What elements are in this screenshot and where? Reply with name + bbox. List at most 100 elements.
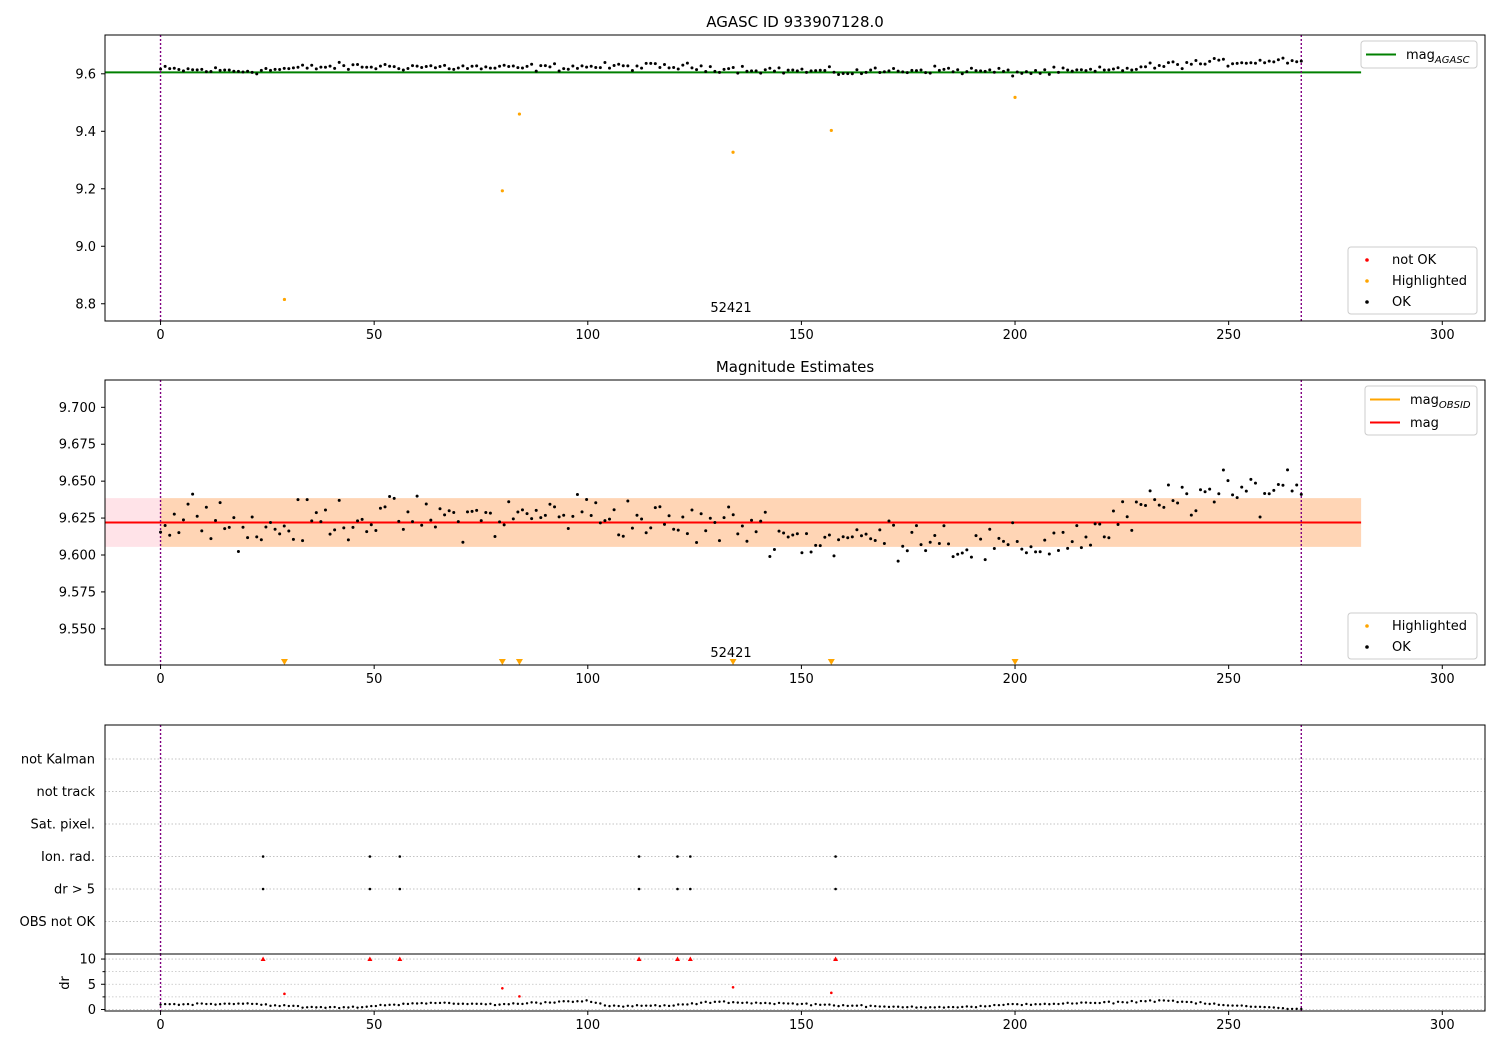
ok-point: [992, 546, 996, 550]
ok-point: [1079, 546, 1083, 550]
ok-point: [1052, 1002, 1056, 1006]
y-tick-label: 9.700: [59, 401, 96, 416]
ok-point: [1011, 521, 1015, 525]
ok-point: [484, 1003, 488, 1006]
ok-point: [750, 518, 754, 522]
panel-agasc-title: AGASC ID 933907128.0: [706, 13, 884, 31]
ok-point: [594, 1001, 597, 1004]
panel-dr: 0 50 100 150 200 250 300 0 5 10 dr: [58, 953, 1486, 1033]
not-ok-point: [518, 995, 521, 998]
ok-point: [709, 1001, 712, 1005]
ok-point: [965, 1005, 969, 1008]
ok-point: [630, 526, 634, 530]
ok-point: [896, 1005, 900, 1008]
ok-point: [855, 1004, 859, 1007]
ok-point: [1024, 70, 1028, 74]
ok-point: [1125, 1001, 1129, 1004]
ok-point: [415, 64, 419, 68]
ok-point: [960, 72, 964, 76]
ok-point: [480, 1002, 483, 1006]
ok-point: [259, 68, 263, 72]
ok-point: [942, 1006, 946, 1009]
ok-point: [1061, 530, 1065, 534]
ok-point: [942, 67, 946, 71]
panel-agasc-axes: 0 50 100 150 200 250 300 8.8 9.0 9.2 9.4 9.6: [75, 67, 1454, 343]
panel-flags-plot-area: [105, 725, 1485, 954]
ok-point: [1144, 65, 1148, 69]
ok-point: [346, 67, 350, 71]
ok-point: [901, 70, 905, 74]
ok-point: [333, 528, 337, 532]
ok-point: [337, 60, 341, 64]
ok-point: [466, 1002, 469, 1006]
ok-point: [1222, 1003, 1225, 1007]
ok-point: [1107, 68, 1111, 72]
ok-point: [576, 1000, 579, 1003]
ok-point: [241, 70, 245, 74]
ok-point: [1281, 56, 1285, 60]
ok-point: [328, 1005, 332, 1009]
ok-point: [571, 514, 575, 518]
ok-point: [1240, 1004, 1243, 1007]
ok-point: [424, 502, 428, 506]
ok-point: [566, 67, 570, 71]
ok-point: [209, 69, 213, 73]
ok-point: [402, 1002, 405, 1005]
ok-point: [654, 1004, 657, 1007]
ok-point: [598, 66, 602, 70]
ok-point: [718, 1000, 721, 1003]
ok-point: [1198, 62, 1202, 66]
flag-point: [676, 887, 679, 891]
ok-point: [319, 1005, 323, 1009]
ok-point: [1300, 1007, 1303, 1011]
legend-mag-agasc-label: magAGASC: [1406, 48, 1470, 66]
ok-point: [214, 1003, 217, 1006]
y-tick-label: 9.675: [59, 438, 96, 453]
ok-point: [997, 66, 1001, 70]
ok-point: [571, 64, 575, 68]
ok-point: [379, 1003, 382, 1007]
ok-point: [1125, 66, 1129, 70]
ok-point: [676, 67, 680, 71]
ok-point: [658, 65, 662, 69]
ok-point: [1286, 468, 1290, 472]
ok-point: [236, 549, 240, 553]
ok-point: [850, 535, 854, 539]
highlighted-point: [731, 150, 735, 154]
ok-point: [1167, 999, 1170, 1002]
y-tick-label: 9.0: [75, 240, 96, 255]
ok-point: [974, 534, 978, 538]
y-tick-label: 0: [88, 1003, 96, 1018]
ok-point: [1093, 1001, 1097, 1005]
ok-point: [301, 539, 305, 543]
ok-point: [626, 64, 630, 68]
ok-point: [530, 517, 534, 521]
ok-point: [319, 520, 323, 524]
ok-point: [447, 509, 451, 513]
ok-point: [1075, 68, 1079, 72]
ok-point: [754, 69, 758, 73]
ok-point: [168, 1002, 171, 1006]
ok-point: [383, 63, 387, 67]
ok-point: [461, 64, 465, 68]
panel-dr-axes: 0 50 100 150 200 250 300 0 5 10: [79, 953, 1454, 1033]
ok-point: [575, 493, 579, 497]
ok-point: [1249, 61, 1253, 65]
ok-point: [447, 67, 451, 71]
ok-point: [855, 68, 859, 72]
ok-point: [250, 515, 254, 519]
ok-point: [782, 1002, 785, 1005]
ok-point: [1249, 1005, 1253, 1008]
ok-point: [727, 505, 731, 509]
panel-magnitude-title: Magnitude Estimates: [716, 358, 874, 376]
ok-point: [914, 69, 918, 73]
ok-point: [961, 1005, 964, 1009]
ok-point: [273, 1004, 277, 1007]
ok-point: [227, 525, 231, 529]
ok-point: [420, 65, 424, 69]
ok-point: [947, 542, 951, 546]
ok-point: [557, 515, 561, 519]
ok-point: [667, 66, 671, 70]
ok-point: [924, 71, 928, 75]
ok-point: [887, 69, 891, 73]
